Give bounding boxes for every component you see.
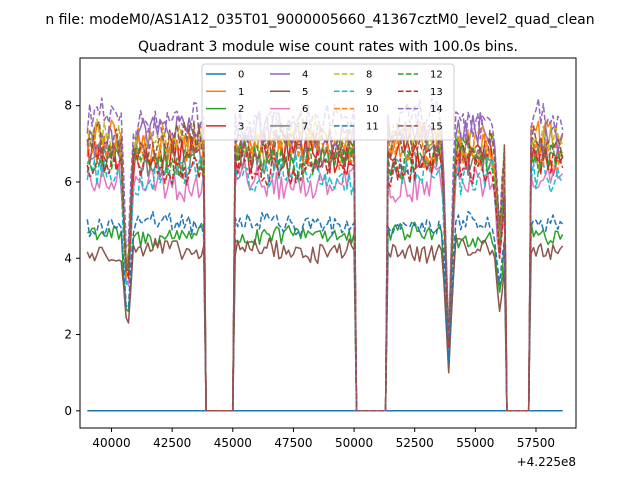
series-line-11 [86,210,564,412]
legend-label-14: 14 [430,104,443,115]
chart-title: Quadrant 3 module wise count rates with … [138,39,518,55]
legend-label-7: 7 [302,121,308,132]
x-tick-label: 52500 [396,436,434,450]
x-axis-offset-label: +4.225e8 [517,455,576,469]
legend-label-1: 1 [238,87,244,98]
series-line-13 [86,147,564,412]
y-tick-label: 2 [64,328,72,342]
legend-label-2: 2 [238,104,244,115]
legend-label-3: 3 [238,121,244,132]
legend-label-13: 13 [430,87,443,98]
legend-label-10: 10 [366,104,379,115]
series-line-15 [86,120,564,412]
x-tick-label: 45000 [214,436,252,450]
legend-label-12: 12 [430,70,443,81]
legend-label-8: 8 [366,70,372,81]
x-tick-label: 42500 [153,436,191,450]
legend-label-9: 9 [366,87,372,98]
legend-label-6: 6 [302,104,308,115]
x-axis-ticks: 40000 42500 45000 47500 50000 52500 55000 57500 [92,428,555,450]
axes-frame [79,57,577,429]
x-tick-label: 40000 [92,436,130,450]
y-tick-label: 4 [64,251,72,265]
y-tick-label: 6 [64,175,72,189]
y-axis-ticks: 0 2 4 6 8 [64,99,80,418]
legend-label-5: 5 [302,87,308,98]
y-tick-label: 8 [64,99,72,113]
legend-label-0: 0 [238,70,244,81]
series-line-5 [86,237,564,412]
legend-label-11: 11 [366,121,379,132]
legend-label-4: 4 [302,70,308,81]
x-tick-label: 57500 [517,436,555,450]
series-line-6 [86,161,564,412]
x-tick-label: 50000 [335,436,373,450]
x-tick-label: 55000 [456,436,494,450]
legend-label-15: 15 [430,121,443,132]
series-line-2 [87,221,564,412]
x-tick-label: 47500 [274,436,312,450]
y-tick-label: 0 [64,404,72,418]
legend-box [201,63,455,141]
series-line-9 [86,153,564,412]
series-line-10 [86,124,564,412]
figure-suptitle: n file: modeM0/AS1A12_035T01_9000005660_… [45,12,594,28]
